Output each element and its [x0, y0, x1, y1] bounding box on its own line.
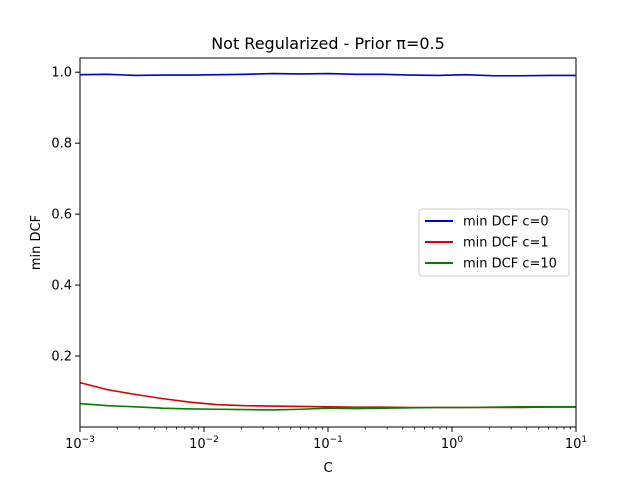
- x-tick-label: 10−2: [189, 435, 219, 452]
- y-tick-label: 0.6: [51, 208, 72, 223]
- x-tick-label: 10−1: [313, 435, 343, 452]
- plot-lines: [79, 72, 576, 411]
- chart-title: Not Regularized - Prior π=0.5: [211, 34, 445, 53]
- legend: min DCF c=0 min DCF c=1 min DCF c=10: [418, 208, 570, 277]
- series-line: [79, 381, 576, 409]
- y-tick-label: 0.4: [51, 279, 72, 294]
- x-tick-label: 10−3: [65, 435, 95, 452]
- legend-label: min DCF c=0: [463, 215, 549, 230]
- legend-label: min DCF c=10: [463, 257, 557, 272]
- plot-frame: [79, 57, 577, 428]
- x-axis-label: C: [323, 461, 332, 476]
- y-tick-label: 0.2: [51, 350, 72, 365]
- legend-box: [418, 208, 570, 277]
- y-axis-ticks: 0.2 0.4 0.6 0.8 1.0: [51, 66, 80, 365]
- legend-label: min DCF c=1: [463, 236, 549, 251]
- y-tick-label: 0.8: [51, 137, 72, 152]
- x-axis-ticks: 10−3 10−2 10−1 100 101: [65, 427, 587, 452]
- y-axis-label: min DCF: [29, 215, 44, 270]
- x-tick-label: 100: [441, 435, 464, 452]
- x-tick-label: 101: [565, 435, 587, 452]
- y-tick-label: 1.0: [51, 66, 72, 81]
- series-line: [79, 72, 576, 77]
- series-line: [79, 402, 576, 411]
